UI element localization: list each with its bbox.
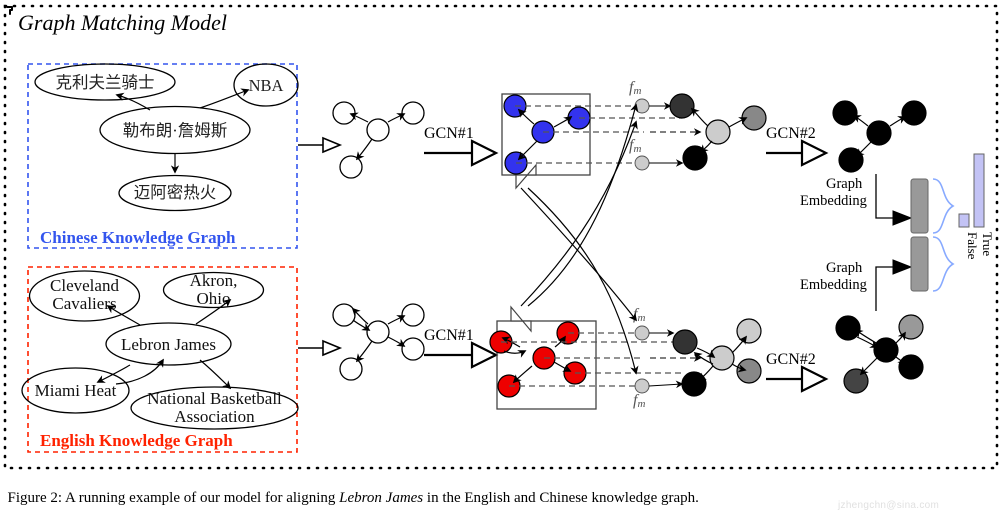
svg-text:GCN#2: GCN#2 (766, 125, 816, 142)
svg-text:Graph: Graph (826, 176, 863, 192)
svg-text:Miami Heat: Miami Heat (35, 381, 117, 400)
svg-text:Graph: Graph (826, 260, 863, 276)
svg-text:克利夫兰骑士: 克利夫兰骑士 (56, 73, 155, 92)
svg-text:迈阿密热火: 迈阿密热火 (134, 183, 217, 202)
svg-text:English Knowledge Graph: English Knowledge Graph (40, 431, 233, 450)
svg-text:fm: fm (629, 79, 641, 97)
svg-text:GCN#2: GCN#2 (766, 351, 816, 368)
svg-text:Association: Association (174, 407, 255, 426)
svg-text:fm: fm (633, 392, 645, 410)
svg-text:Embedding: Embedding (800, 193, 867, 209)
svg-text:Cleveland: Cleveland (50, 276, 119, 295)
svg-text:Cavaliers: Cavaliers (52, 294, 116, 313)
svg-text:True: True (980, 232, 995, 256)
svg-text:Chinese Knowledge Graph: Chinese Knowledge Graph (40, 228, 236, 247)
svg-text:Embedding: Embedding (800, 277, 867, 293)
svg-text:GCN#1: GCN#1 (424, 125, 474, 142)
svg-text:勒布朗·詹姆斯: 勒布朗·詹姆斯 (123, 121, 228, 140)
svg-text:NBA: NBA (249, 76, 284, 95)
svg-text:fm: fm (629, 137, 641, 155)
svg-text:Akron,: Akron, (190, 271, 238, 290)
svg-text:Lebron James: Lebron James (121, 335, 216, 354)
svg-text:Ohio: Ohio (197, 289, 231, 308)
svg-text:False: False (965, 232, 980, 260)
svg-text:National Basketball: National Basketball (147, 389, 282, 408)
svg-text:fm: fm (633, 306, 645, 324)
svg-text:GCN#1: GCN#1 (424, 327, 474, 344)
